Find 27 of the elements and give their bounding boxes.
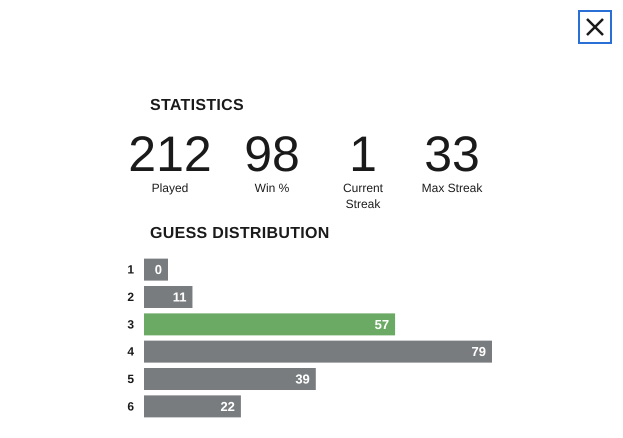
text: 33 [423, 126, 481, 182]
y-tick-label: 6 [127, 399, 134, 414]
text: Win % [254, 180, 290, 196]
bar [144, 395, 241, 418]
text: Played [150, 180, 190, 196]
text: 1 [348, 126, 378, 182]
text: 98 [243, 126, 301, 182]
y-tick-label: 5 [127, 372, 134, 386]
bar [144, 368, 316, 390]
bar [144, 313, 396, 336]
chart-subtitle: GUESS DISTRIBUTION [150, 225, 330, 243]
chart-title: STATISTICS [150, 97, 244, 115]
text: Current Streak [342, 180, 384, 212]
y-tick-label: 4 [127, 344, 134, 359]
data-label: 39 [295, 372, 310, 386]
data-label: 57 [374, 316, 390, 332]
data-label: 22 [220, 398, 235, 414]
y-tick-label: 1 [127, 262, 134, 277]
bar [144, 286, 192, 308]
data-label: 11 [172, 290, 186, 304]
text: 212 [127, 126, 213, 182]
bar [144, 340, 492, 363]
y-tick-label: 3 [127, 317, 134, 332]
text: Max Streak [420, 180, 484, 196]
y-tick-label: 2 [127, 290, 134, 304]
data-label: 79 [472, 344, 486, 360]
data-label: 0 [154, 262, 162, 278]
